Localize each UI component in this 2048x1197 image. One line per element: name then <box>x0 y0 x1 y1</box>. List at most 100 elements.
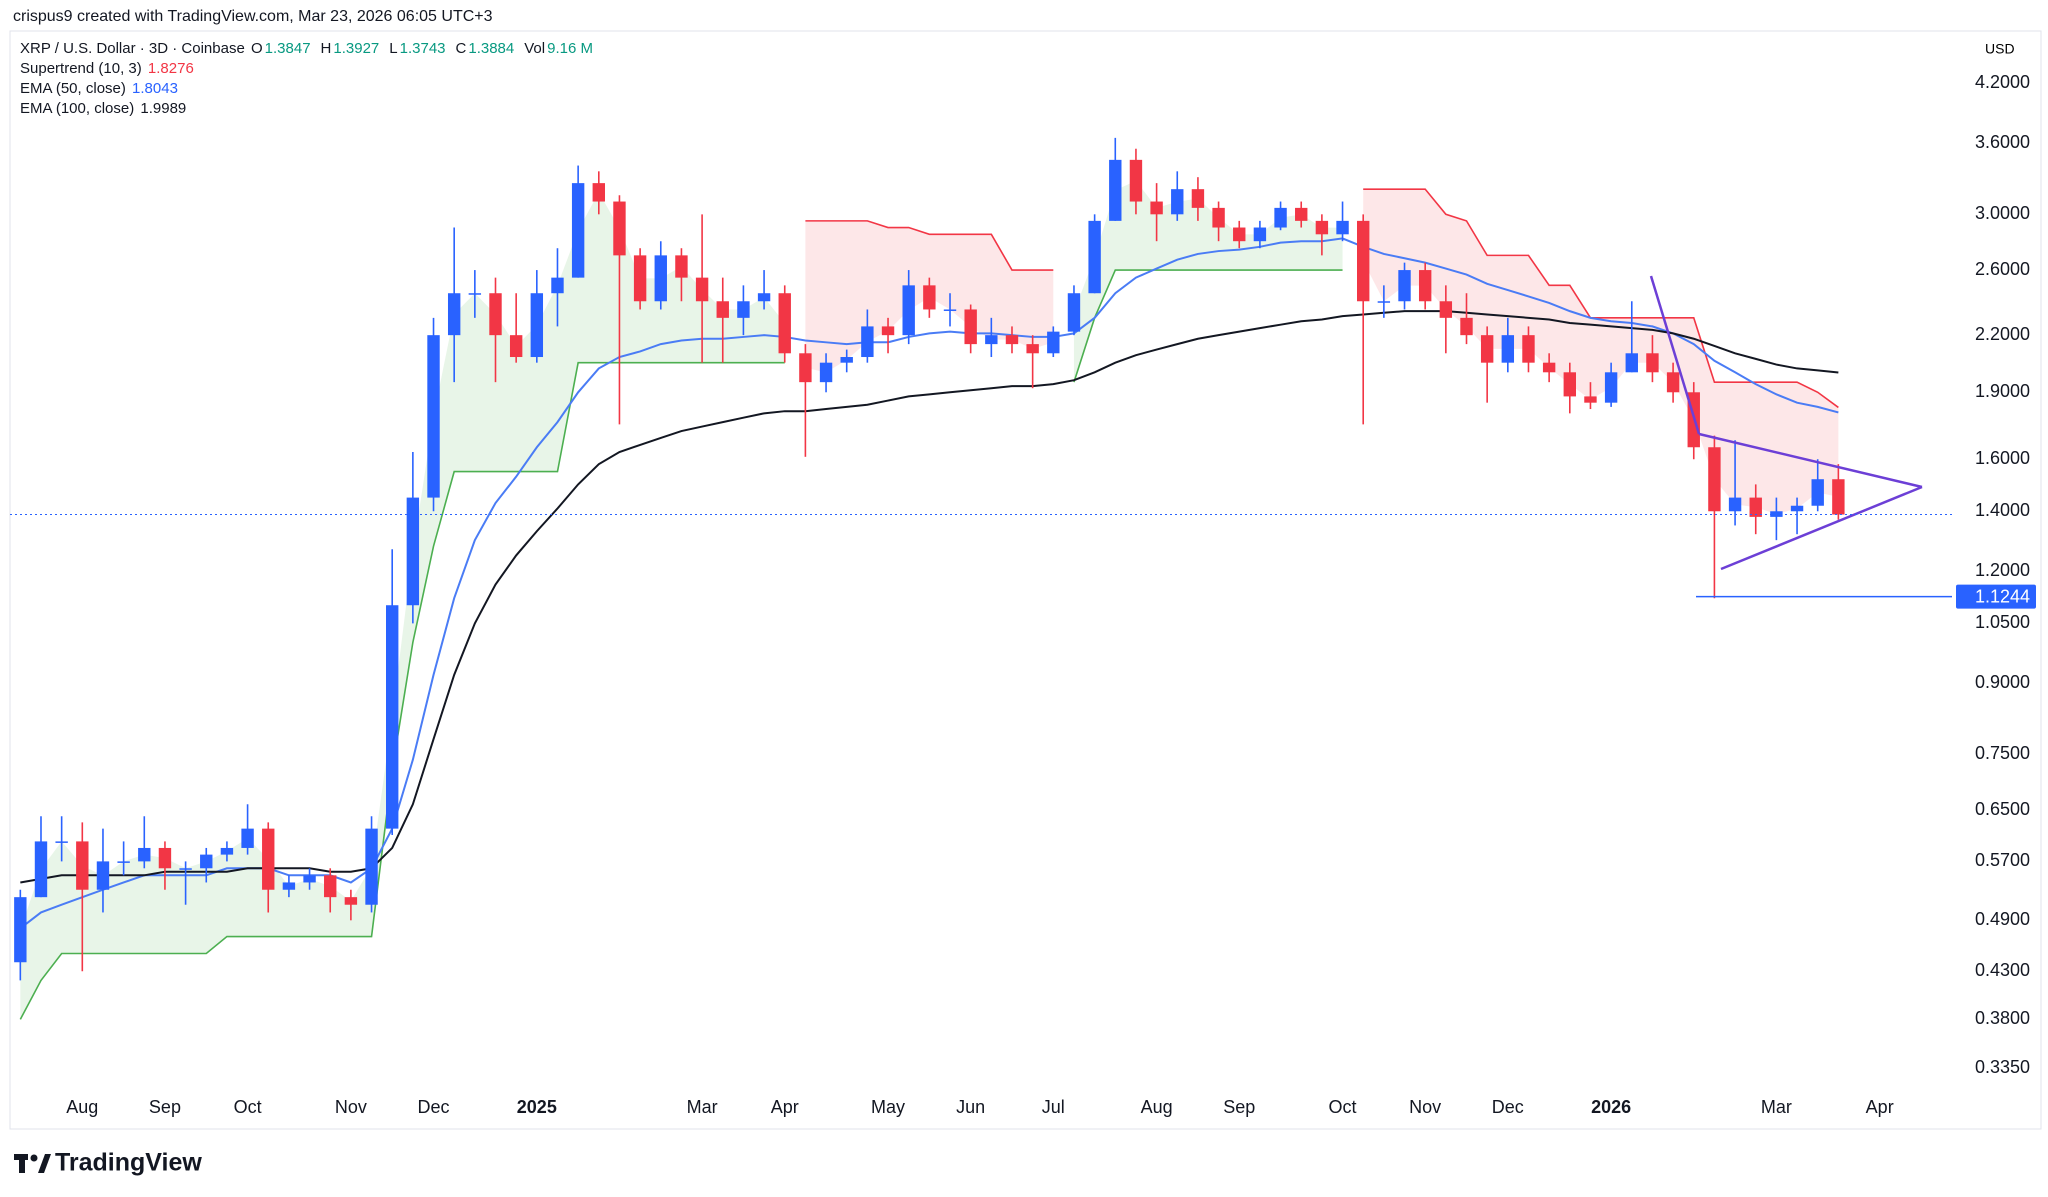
candle-body <box>1542 362 1556 373</box>
indicator-name: EMA (100, close) <box>20 100 135 117</box>
candle-body <box>1832 479 1845 515</box>
ohlc-value: 9.16 M <box>547 40 593 57</box>
x-tick-label: Apr <box>771 1097 799 1117</box>
candle-body <box>654 255 667 302</box>
ohlc-value: 1.3927 <box>333 40 380 57</box>
y-tick-label: 0.5700 <box>1975 850 2030 870</box>
supertrend-fill <box>1073 180 1343 383</box>
x-tick-label: Sep <box>1223 1097 1255 1117</box>
candle-body <box>571 183 585 278</box>
candle-body <box>985 335 998 345</box>
candle-body <box>1749 497 1762 517</box>
x-tick-label: Sep <box>149 1097 181 1117</box>
y-tick-label: 1.2000 <box>1975 560 2030 580</box>
candle-body <box>241 828 254 848</box>
candle-body <box>117 861 130 863</box>
candle-body <box>592 183 605 202</box>
supertrend-fill <box>20 192 785 1020</box>
logo-icon <box>19 1154 25 1173</box>
candle-body <box>1646 353 1659 373</box>
candle-body <box>1790 505 1804 512</box>
candle-body <box>675 255 688 278</box>
candle-body <box>530 293 544 358</box>
ohlc-value: 1.3743 <box>399 40 446 57</box>
ema-line <box>19 237 1839 930</box>
candle-body <box>220 847 234 855</box>
candle-body <box>262 828 275 890</box>
candle-body <box>840 357 853 363</box>
x-tick-label: Oct <box>234 1097 262 1117</box>
x-tick-label: Aug <box>66 1097 98 1117</box>
ohlc-label: C <box>455 40 467 57</box>
logo: TradingView <box>14 1149 202 1177</box>
supertrend-fill <box>1363 189 1839 515</box>
candle-body <box>1357 220 1370 302</box>
candle-body <box>1005 335 1019 345</box>
x-tick-label: Jul <box>1042 1097 1065 1117</box>
symbol: XRP / U.S. Dollar · 3D · Coinbase <box>20 40 245 57</box>
supertrend-line <box>19 361 785 1020</box>
candle-body <box>1377 301 1391 303</box>
ohlc-label: L <box>389 40 398 57</box>
indicator-value: 1.8043 <box>132 80 178 97</box>
ema-line <box>20 310 1839 884</box>
candle-body <box>1584 396 1597 403</box>
logo-text: TradingView <box>55 1149 202 1177</box>
y-tick-label: 4.2000 <box>1975 72 2030 92</box>
triangle-lower-line <box>1720 485 1923 571</box>
candle-body <box>509 335 523 358</box>
candles <box>14 137 1845 981</box>
legend-ema100: EMA (100, close) 1.9989 <box>20 100 188 117</box>
candle-body <box>1315 220 1329 235</box>
y-tick-label: 0.4300 <box>1975 960 2030 980</box>
candle-body <box>468 293 482 295</box>
candle-body <box>1811 479 1824 506</box>
triangle-upper-line <box>1698 432 1923 489</box>
candle-body <box>1253 227 1267 242</box>
candle-body <box>200 854 213 869</box>
axes: 4.2000 3.6000 3.0000 2.6000 2.2000 1.9000 1.60… <box>10 72 2036 1117</box>
candle-body <box>716 301 729 318</box>
candle-body <box>303 875 316 883</box>
candle-body <box>613 201 626 256</box>
candle-body <box>1336 220 1349 235</box>
supertrend-line <box>1363 188 1839 409</box>
candle-body <box>365 828 378 905</box>
indicator-name: Supertrend (10, 3) <box>20 60 142 77</box>
y-tick-label: 1.0500 <box>1975 612 2030 632</box>
candle-body <box>1625 353 1638 373</box>
candle-body <box>1418 270 1432 302</box>
supertrend-line <box>1073 269 1343 383</box>
candle-body <box>344 897 358 905</box>
candle-body <box>1088 220 1101 294</box>
candle-body <box>1233 227 1246 242</box>
y-tick-label: 0.9000 <box>1975 672 2030 692</box>
ohlc-value: 1.3847 <box>264 40 311 57</box>
candle-body <box>1398 270 1411 302</box>
candle-body <box>76 841 89 890</box>
candle-body <box>406 497 420 606</box>
candle-body <box>1067 293 1081 332</box>
candle-body <box>1212 207 1225 228</box>
x-tick-label: Mar <box>687 1097 718 1117</box>
candle-body <box>695 277 709 302</box>
ohlc: O 1.3847 H 1.3927 L 1.3743 C 1.3884 Vol 9.16 M <box>251 40 603 57</box>
candle-body <box>633 255 647 302</box>
y-tick-label: 3.0000 <box>1975 203 2030 223</box>
candle-body <box>1109 159 1122 221</box>
y-tick-label: 1.4000 <box>1975 500 2030 520</box>
x-tick-label: Aug <box>1141 1097 1173 1117</box>
candle-body <box>757 293 771 302</box>
candle-body <box>386 605 399 829</box>
candle-body <box>1563 372 1576 397</box>
candle-body <box>861 326 874 358</box>
candle-body <box>96 861 110 890</box>
candle-body <box>819 362 833 383</box>
candle-body <box>1191 189 1205 208</box>
logo-icon <box>30 1154 38 1162</box>
x-tick-label: Oct <box>1329 1097 1357 1117</box>
x-tick-label: Apr <box>1866 1097 1894 1117</box>
x-tick-label: Mar <box>1761 1097 1792 1117</box>
y-tick-label: 0.6500 <box>1975 799 2030 819</box>
